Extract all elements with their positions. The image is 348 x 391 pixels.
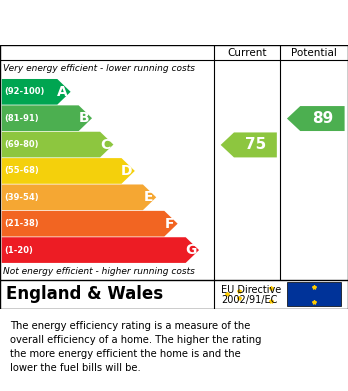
Polygon shape [2, 211, 177, 237]
Text: F: F [165, 217, 174, 231]
Text: Energy Efficiency Rating: Energy Efficiency Rating [10, 5, 239, 23]
Polygon shape [287, 106, 345, 131]
Polygon shape [2, 105, 92, 131]
FancyBboxPatch shape [287, 282, 341, 306]
Text: E: E [143, 190, 153, 204]
Text: (55-68): (55-68) [4, 167, 39, 176]
Text: 75: 75 [245, 137, 266, 152]
Text: Potential: Potential [291, 48, 337, 57]
Text: Not energy efficient - higher running costs: Not energy efficient - higher running co… [3, 267, 195, 276]
Text: EU Directive: EU Directive [221, 285, 281, 295]
Text: (69-80): (69-80) [4, 140, 39, 149]
Text: (92-100): (92-100) [4, 87, 45, 96]
Text: England & Wales: England & Wales [6, 285, 164, 303]
Text: (81-91): (81-91) [4, 114, 39, 123]
Text: Very energy efficient - lower running costs: Very energy efficient - lower running co… [3, 64, 196, 73]
Text: Current: Current [227, 48, 267, 57]
Polygon shape [2, 132, 113, 158]
Polygon shape [2, 158, 135, 184]
Polygon shape [221, 133, 277, 158]
Text: (1-20): (1-20) [4, 246, 33, 255]
Polygon shape [2, 79, 71, 105]
Text: 89: 89 [312, 111, 333, 126]
Text: B: B [79, 111, 89, 125]
Text: (39-54): (39-54) [4, 193, 39, 202]
Polygon shape [2, 185, 156, 210]
Text: The energy efficiency rating is a measure of the
overall efficiency of a home. T: The energy efficiency rating is a measur… [10, 321, 262, 373]
Text: 2002/91/EC: 2002/91/EC [221, 295, 277, 305]
Text: G: G [185, 243, 197, 257]
Polygon shape [2, 237, 199, 263]
Text: A: A [57, 85, 68, 99]
Text: C: C [100, 138, 111, 152]
Text: D: D [121, 164, 133, 178]
Text: (21-38): (21-38) [4, 219, 39, 228]
